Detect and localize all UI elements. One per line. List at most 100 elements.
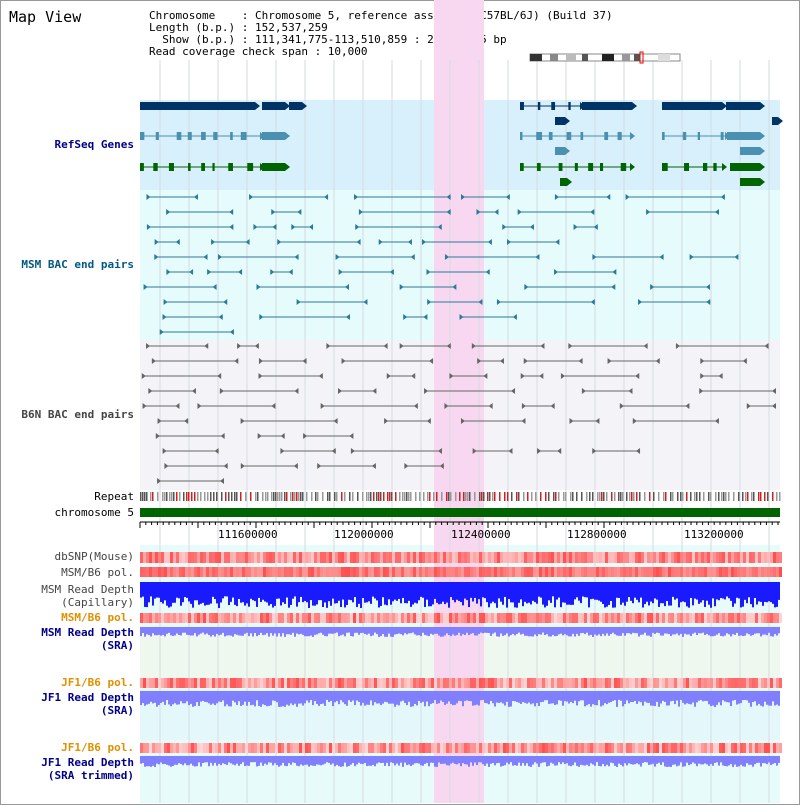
heat-cell [398, 552, 401, 563]
depth-bar [768, 627, 770, 633]
depth-bar [382, 582, 384, 598]
heat-cell [515, 567, 518, 577]
track-label-b6n-bac[interactable]: B6N BAC end pairs [21, 408, 134, 421]
depth-bar [752, 627, 754, 636]
heat-cell [731, 743, 734, 753]
heat-cell [545, 552, 548, 563]
repeat-mark [140, 492, 142, 501]
depth-bar [406, 582, 408, 604]
depth-bar [354, 582, 356, 598]
heat-cell [683, 613, 686, 623]
heat-cell [740, 567, 743, 577]
repeat-mark [298, 492, 300, 501]
repeat-mark [275, 492, 277, 501]
heat-cell [758, 567, 761, 577]
track-label-msm-bac[interactable]: MSM BAC end pairs [21, 258, 134, 271]
depth-bar [440, 582, 442, 604]
track-label-msm-pol-1[interactable]: MSM/B6 pol. [61, 566, 134, 579]
heat-cell [644, 552, 647, 563]
track-label-msm-depth-sra[interactable]: MSM Read Depth [41, 626, 134, 639]
depth-bar [476, 756, 478, 765]
depth-bar [446, 627, 448, 634]
repeat-mark [622, 492, 624, 501]
depth-bar [276, 582, 278, 599]
depth-bar [246, 582, 248, 604]
heat-cell [770, 567, 773, 577]
track-label-jf1-trimmed[interactable]: JF1 Read Depth [41, 756, 134, 769]
track-label-chromosome[interactable]: chromosome 5 [54, 506, 134, 519]
heat-cell [179, 567, 182, 577]
heat-cell [563, 552, 566, 563]
depth-bar [700, 691, 702, 700]
track-label-msm-pol-2[interactable]: MSM/B6 pol. [61, 611, 134, 624]
heat-cell [500, 613, 503, 623]
heat-cell [776, 678, 779, 688]
depth-bar [596, 691, 598, 706]
repeat-mark [606, 492, 608, 501]
repeat-mark [290, 492, 292, 501]
heat-cell [260, 552, 263, 563]
depth-bar [708, 627, 710, 636]
depth-bar [316, 691, 318, 704]
heat-cell [182, 552, 185, 563]
depth-bar [736, 582, 738, 598]
heat-cell [140, 552, 143, 563]
track-label-msm-depth-capillary[interactable]: MSM Read Depth [41, 583, 134, 596]
heat-cell [167, 567, 170, 577]
b6n-bac-pair-end [254, 343, 259, 349]
heat-cell [437, 567, 440, 577]
track-label-dbsnp[interactable]: dbSNP(Mouse) [54, 550, 134, 563]
repeat-mark [518, 492, 520, 501]
depth-bar [520, 582, 522, 600]
depth-bar [518, 627, 520, 633]
depth-bar [662, 756, 664, 763]
heat-cell [593, 613, 596, 623]
heat-cell [758, 613, 761, 623]
gene-exon [168, 163, 174, 171]
depth-bar [450, 627, 452, 637]
heat-cell [590, 613, 593, 623]
depth-bar [746, 582, 748, 604]
depth-bar [688, 756, 690, 766]
heat-cell [611, 743, 614, 753]
heat-cell [530, 613, 533, 623]
track-label-repeat[interactable]: Repeat [94, 490, 134, 503]
gene-block [560, 178, 567, 186]
depth-bar [636, 756, 638, 764]
track-label-refseq[interactable]: RefSeq Genes [54, 138, 134, 151]
depth-bar [634, 582, 636, 598]
heat-cell [155, 552, 158, 563]
msm-bac-pair-end [297, 209, 302, 215]
depth-bar [232, 691, 234, 701]
depth-bar [516, 691, 518, 703]
heat-cell [248, 613, 251, 623]
depth-bar [268, 691, 270, 706]
repeat-mark [423, 492, 425, 501]
depth-bar [476, 582, 478, 604]
depth-bar [766, 627, 768, 636]
heat-cell [230, 552, 233, 563]
depth-bar [228, 756, 230, 763]
repeat-mark [723, 492, 725, 501]
heat-cell [713, 552, 716, 563]
depth-bar [514, 627, 516, 636]
heat-cell [365, 613, 368, 623]
depth-bar [634, 691, 636, 701]
track-label-jf1-depth[interactable]: JF1 Read Depth [41, 691, 134, 704]
track-label-jf1-pol-1[interactable]: JF1/B6 pol. [61, 676, 134, 689]
heat-cell [401, 613, 404, 623]
heat-cell [728, 567, 731, 577]
heat-cell [194, 567, 197, 577]
track-label-jf1-pol-2[interactable]: JF1/B6 pol. [61, 741, 134, 754]
repeat-mark [144, 492, 146, 501]
heat-cell [557, 567, 560, 577]
heat-cell [707, 678, 710, 688]
depth-bar [532, 691, 534, 704]
heat-cell [755, 567, 758, 577]
heat-cell [311, 613, 314, 623]
heat-cell [695, 552, 698, 563]
depth-bar [742, 627, 744, 637]
depth-bar [686, 627, 688, 635]
heat-cell [626, 743, 629, 753]
